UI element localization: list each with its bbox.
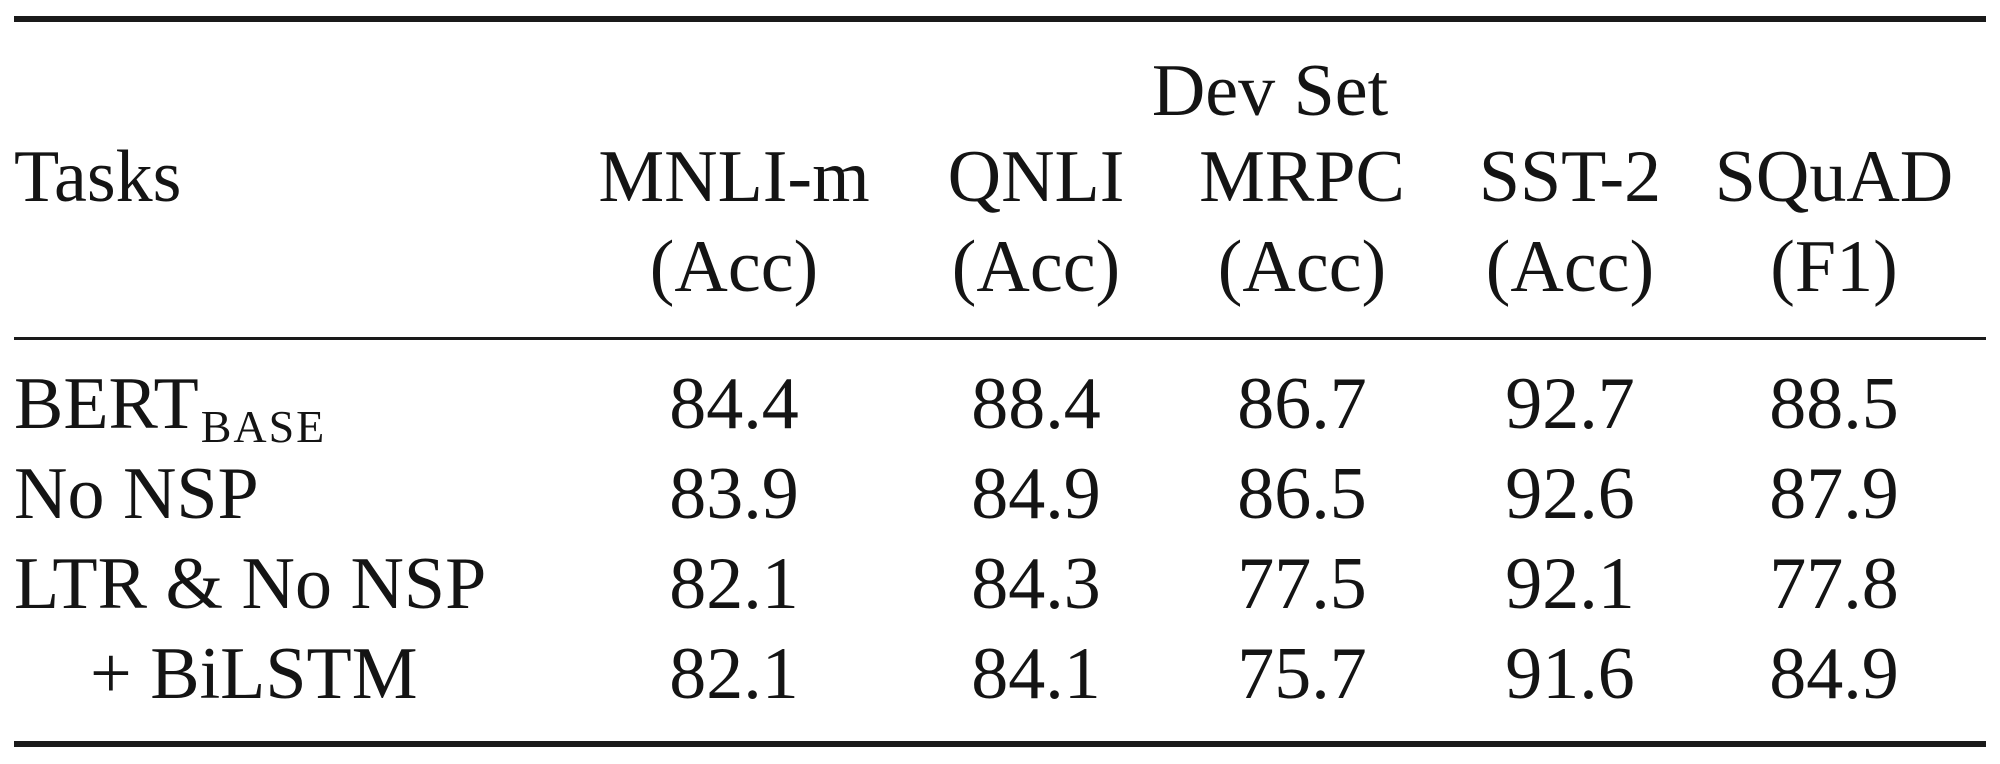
col-metric-sst-2: (Acc) (1485, 226, 1655, 308)
table-cell: 91.6 (1505, 633, 1635, 715)
table-cell: 77.8 (1769, 543, 1899, 625)
col-header-sst-2: SST-2 (1478, 136, 1662, 218)
col-metric-mnli-m: (Acc) (649, 226, 819, 308)
col-metric-qnli: (Acc) (951, 226, 1121, 308)
row-label-subscript: BASE (200, 401, 327, 452)
table-cell: 88.4 (971, 363, 1101, 445)
table-cell: 84.1 (971, 633, 1101, 715)
table-cell: 82.1 (669, 633, 799, 715)
bottom-rule (14, 741, 1986, 747)
table-cell: 87.9 (1769, 453, 1899, 535)
row-label-bilstm: + BiLSTM (90, 633, 418, 715)
table-cell: 86.5 (1237, 453, 1367, 535)
top-rule (14, 16, 1986, 22)
table-cell: 84.3 (971, 543, 1101, 625)
row-label-text: BERT (14, 363, 199, 445)
tasks-header: Tasks (14, 136, 182, 218)
col-header-squad: SQuAD (1714, 136, 1954, 218)
table-cell: 75.7 (1237, 633, 1367, 715)
col-metric-squad: (F1) (1770, 226, 1898, 308)
dev-set-header: Dev Set (1151, 50, 1389, 132)
table-cell: 86.7 (1237, 363, 1367, 445)
table-cell: 92.1 (1505, 543, 1635, 625)
table-cell: 84.4 (669, 363, 799, 445)
table-cell: 82.1 (669, 543, 799, 625)
row-label-bert-base: BERTBASE (14, 367, 326, 450)
table-cell: 84.9 (971, 453, 1101, 535)
table-cell: 92.7 (1505, 363, 1635, 445)
table-cell: 77.5 (1237, 543, 1367, 625)
table-cell: 92.6 (1505, 453, 1635, 535)
col-header-qnli: QNLI (947, 136, 1125, 218)
row-label-no-nsp: No NSP (14, 453, 259, 535)
header-rule (14, 337, 1986, 340)
row-label-ltr-no-nsp: LTR & No NSP (14, 543, 487, 625)
table-cell: 88.5 (1769, 363, 1899, 445)
table-cell: 84.9 (1769, 633, 1899, 715)
col-metric-mrpc: (Acc) (1217, 226, 1387, 308)
col-header-mrpc: MRPC (1199, 136, 1405, 218)
table-cell: 83.9 (669, 453, 799, 535)
col-header-mnli-m: MNLI-m (598, 136, 870, 218)
